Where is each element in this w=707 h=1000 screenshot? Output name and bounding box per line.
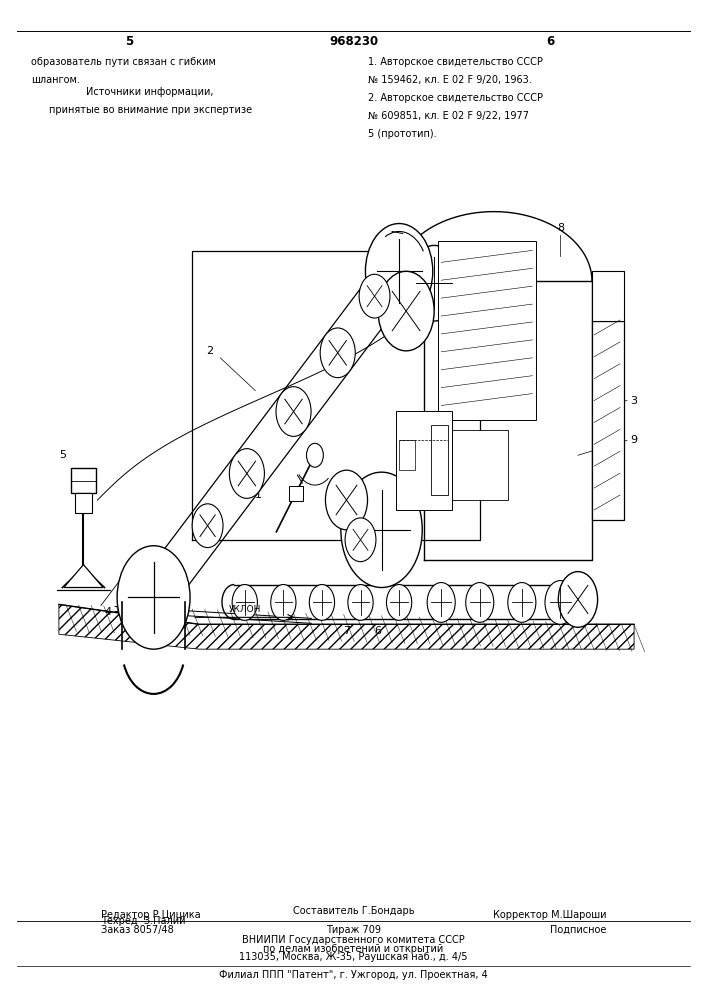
Bar	[438, 241, 536, 420]
Text: 9: 9	[631, 435, 638, 445]
Polygon shape	[64, 565, 103, 588]
Text: 5: 5	[59, 450, 66, 460]
Text: № 609851, кл. Е 02 F 9/22, 1977: № 609851, кл. Е 02 F 9/22, 1977	[368, 111, 529, 121]
Circle shape	[232, 585, 257, 620]
Circle shape	[348, 585, 373, 620]
Circle shape	[276, 387, 311, 436]
Bar	[288, 486, 303, 501]
Text: ВНИИПИ Государственного комитета СССР: ВНИИПИ Государственного комитета СССР	[242, 935, 465, 945]
Circle shape	[359, 274, 390, 318]
Circle shape	[407, 245, 461, 321]
Text: принятые во внимание при экспертизе: принятые во внимание при экспертизе	[49, 105, 252, 115]
Text: 6: 6	[546, 35, 554, 48]
Text: 5: 5	[125, 35, 133, 48]
Circle shape	[320, 328, 355, 378]
Text: № 159462, кл. Е 02 F 9/20, 1963.: № 159462, кл. Е 02 F 9/20, 1963.	[368, 75, 531, 85]
Text: УКЛОН: УКЛОН	[228, 605, 261, 614]
Text: образователь пути связан с гибким: образователь пути связан с гибким	[31, 57, 216, 67]
Circle shape	[559, 572, 597, 627]
Circle shape	[508, 583, 536, 622]
Bar	[399, 440, 414, 470]
Circle shape	[545, 581, 576, 624]
Text: шлангом.: шлангом.	[31, 75, 80, 85]
Text: Тираж 709: Тираж 709	[326, 925, 381, 935]
Text: 1. Авторское свидетельство СССР: 1. Авторское свидетельство СССР	[368, 57, 542, 67]
Text: 113035, Москва, Ж-35, Раушская наб., д. 4/5: 113035, Москва, Ж-35, Раушская наб., д. …	[239, 952, 468, 962]
Bar	[431, 425, 448, 495]
Circle shape	[387, 585, 411, 620]
Text: по делам изобретений и открытий: по делам изобретений и открытий	[264, 944, 443, 954]
Text: Составитель Г.Бондарь: Составитель Г.Бондарь	[293, 906, 414, 916]
Bar	[592, 271, 624, 321]
Circle shape	[366, 224, 433, 319]
Text: 2. Авторское свидетельство СССР: 2. Авторское свидетельство СССР	[368, 93, 542, 103]
Circle shape	[117, 546, 190, 649]
Text: 2: 2	[206, 346, 214, 356]
Circle shape	[192, 504, 223, 548]
Bar	[75, 493, 92, 513]
Text: 6: 6	[375, 626, 382, 636]
Text: Техред  З.Палий: Техред З.Палий	[101, 916, 185, 926]
Circle shape	[345, 518, 376, 562]
Text: Корректор М.Шароши: Корректор М.Шароши	[493, 910, 606, 920]
Text: 1: 1	[255, 490, 262, 500]
Text: 4: 4	[105, 607, 112, 617]
Text: Источники информации,: Источники информации,	[86, 87, 214, 97]
Text: Редактор Р.Цицика: Редактор Р.Цицика	[101, 910, 201, 920]
Circle shape	[271, 585, 296, 620]
Circle shape	[307, 443, 323, 467]
Circle shape	[229, 449, 264, 498]
Text: Заказ 8057/48: Заказ 8057/48	[101, 925, 174, 935]
Text: Подписное: Подписное	[549, 925, 606, 935]
Bar	[71, 468, 96, 493]
Text: 968230: 968230	[329, 35, 378, 48]
Text: 3: 3	[631, 396, 638, 406]
Text: 8: 8	[557, 223, 564, 233]
Text: 5 (прототип).: 5 (прототип).	[368, 129, 436, 139]
Bar	[396, 410, 452, 510]
Text: Филиал ППП "Патент", г. Ужгород, ул. Проектная, 4: Филиал ППП "Патент", г. Ужгород, ул. Про…	[219, 970, 488, 980]
Circle shape	[341, 472, 422, 588]
Circle shape	[427, 583, 455, 622]
Bar	[592, 321, 624, 520]
Circle shape	[378, 271, 434, 351]
Text: 7: 7	[343, 626, 350, 636]
Circle shape	[325, 470, 368, 530]
Bar	[438, 430, 508, 500]
Circle shape	[309, 585, 334, 620]
Circle shape	[466, 583, 493, 622]
